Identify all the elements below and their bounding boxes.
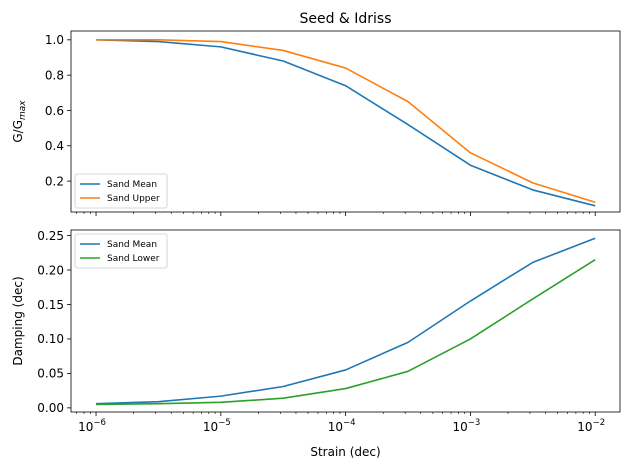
legend-frame — [74, 233, 168, 269]
series-line-sand-mean — [96, 237, 596, 405]
y-tick-label: 0.25 — [37, 229, 64, 243]
legend-label: Sand Lower — [107, 254, 160, 264]
y-tick-label: 0.15 — [37, 298, 64, 312]
x-tick-label: 10−4 — [328, 418, 356, 434]
series-line-sand-mean — [96, 39, 596, 207]
series-line-sand-lower — [96, 258, 596, 406]
x-tick-exponent: −2 — [593, 418, 606, 428]
x-tick-label: 10−2 — [577, 418, 605, 434]
x-tick-base: 10 — [328, 420, 343, 434]
y-tick-label: 0.4 — [45, 139, 64, 153]
legend-label: Sand Mean — [107, 180, 157, 190]
y-axis-label: G/Gmax — [11, 100, 28, 143]
x-tick-exponent: −3 — [468, 418, 481, 428]
x-tick-label: 10−3 — [453, 418, 481, 434]
y-tick-label: 1.0 — [45, 33, 64, 47]
chart-layer: 0.2 0.4 0.6 0.8 1.0 Seed & Idriss G/Gmax Sand M… — [11, 11, 621, 459]
x-tick-base: 10 — [453, 420, 468, 434]
x-axis-label: Strain (dec) — [310, 445, 380, 459]
chart-title: Seed & Idriss — [299, 11, 391, 27]
y-tick-label: 0.8 — [45, 68, 64, 82]
y-tick-label: 0.6 — [45, 104, 64, 118]
series-line-sand-upper — [96, 39, 596, 204]
x-tick-label: 10−5 — [203, 418, 231, 434]
subplot-1: 0.2 0.4 0.6 0.8 1.0 Seed & Idriss G/Gmax Sand M… — [11, 11, 621, 216]
y-tick-label: 0.2 — [45, 174, 64, 188]
x-tick-exponent: −5 — [218, 418, 231, 428]
y-axis-label-subscript: max — [18, 100, 28, 120]
x-tick-label: 10−6 — [78, 418, 106, 434]
x-tick-base: 10 — [78, 420, 93, 434]
legend: Sand Mean Sand Upper — [74, 173, 168, 209]
x-tick-exponent: −4 — [343, 418, 356, 428]
legend-label: Sand Mean — [107, 240, 157, 250]
y-axis-label-text: Damping (dec) — [11, 276, 25, 365]
y-tick-label: 0.20 — [37, 263, 64, 277]
legend-frame — [74, 173, 168, 209]
legend: Sand Mean Sand Lower — [74, 233, 168, 269]
y-tick-label: 0.00 — [37, 401, 64, 415]
y-axis-label: Damping (dec) — [11, 276, 25, 365]
y-axis-label-text: G/G — [11, 120, 25, 143]
x-tick-base: 10 — [577, 420, 592, 434]
x-tick-exponent: −6 — [93, 418, 106, 428]
y-tick-label: 0.10 — [37, 332, 64, 346]
subplot-2: 10−6 10−5 10−4 10−3 10−20.000.050.100.150.20… — [11, 229, 621, 459]
legend-label: Sand Upper — [107, 194, 160, 204]
x-tick-base: 10 — [203, 420, 218, 434]
y-tick-label: 0.05 — [37, 367, 64, 381]
